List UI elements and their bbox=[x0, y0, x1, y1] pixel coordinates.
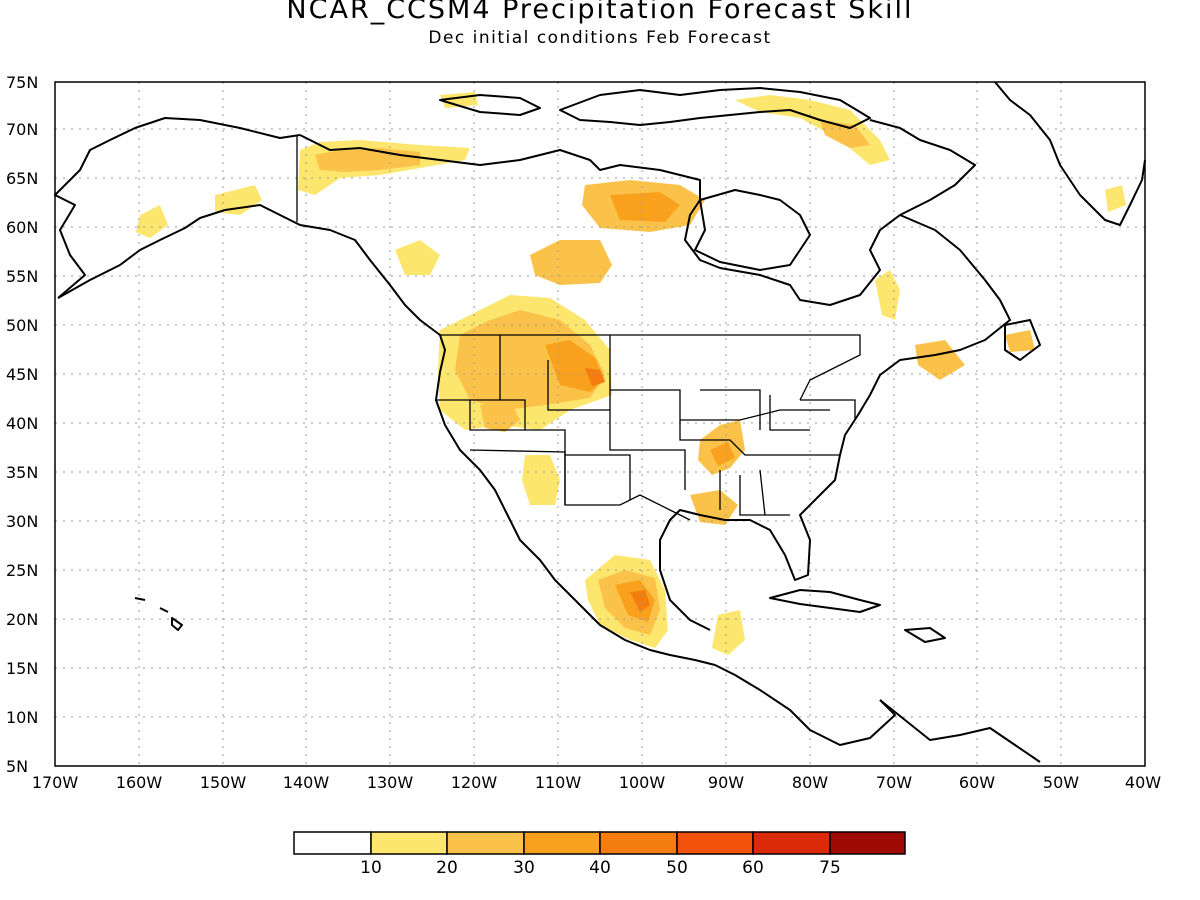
lon-tick: 110W bbox=[535, 773, 582, 792]
lon-tick: 160W bbox=[116, 773, 163, 792]
lat-tick: 35N bbox=[6, 463, 38, 482]
skill-region-montana-core bbox=[585, 368, 605, 386]
colorbar-swatch bbox=[370, 831, 448, 855]
skill-region-arizona bbox=[522, 455, 560, 505]
skill-region-saskatchewan bbox=[530, 240, 612, 285]
lon-tick: 50W bbox=[1043, 773, 1079, 792]
lat-tick: 70N bbox=[6, 120, 38, 139]
lon-tick: 70W bbox=[876, 773, 912, 792]
lat-tick: 50N bbox=[6, 316, 38, 335]
colorbar-swatch bbox=[523, 831, 601, 855]
lat-tick: 65N bbox=[6, 169, 38, 188]
skill-region-greenland bbox=[1105, 185, 1126, 212]
colorbar-label: 75 bbox=[819, 858, 841, 878]
graticule bbox=[55, 82, 1145, 766]
lat-tick: 10N bbox=[6, 708, 38, 727]
lon-tick: 80W bbox=[792, 773, 828, 792]
lat-tick: 15N bbox=[6, 659, 38, 678]
colorbar-label: 60 bbox=[742, 858, 764, 878]
lon-axis: 170W 160W 150W 140W 130W 120W 110W 100W … bbox=[32, 773, 1161, 792]
skill-region-bc bbox=[395, 240, 440, 275]
colorbar-swatch bbox=[599, 831, 678, 855]
colorbar-label: 40 bbox=[589, 858, 611, 878]
lat-tick: 25N bbox=[6, 561, 38, 580]
colorbar-label: 30 bbox=[513, 858, 535, 878]
colorbar-label: 10 bbox=[360, 858, 382, 878]
colorbar: 10 20 30 40 50 60 75 bbox=[293, 831, 906, 878]
lon-tick: 140W bbox=[283, 773, 330, 792]
colorbar-swatch bbox=[293, 831, 372, 855]
lat-tick: 40N bbox=[6, 414, 38, 433]
lat-tick: 75N bbox=[6, 73, 38, 92]
lat-tick: 20N bbox=[6, 610, 38, 629]
map-title: NCAR_CCSM4 Precipitation Forecast Skill bbox=[286, 0, 914, 25]
lat-tick: 5N bbox=[6, 757, 28, 776]
skill-region-nevada bbox=[480, 400, 520, 432]
skill-region-hudson-w-core bbox=[610, 192, 680, 222]
lon-tick: 40W bbox=[1125, 773, 1161, 792]
skill-region-mississippi-core bbox=[710, 442, 735, 466]
map-frame bbox=[54, 81, 1146, 767]
skill-region-yucatan bbox=[712, 610, 745, 655]
lon-tick: 120W bbox=[451, 773, 498, 792]
borders bbox=[296, 135, 861, 521]
skill-region-maritimes bbox=[915, 340, 965, 380]
skill-region-alaska-sw bbox=[215, 185, 262, 215]
skill-region-mexico-peak bbox=[630, 590, 650, 612]
skill-region-newfoundland bbox=[1005, 330, 1035, 352]
colorbar-swatch bbox=[752, 831, 831, 855]
lon-tick: 100W bbox=[619, 773, 666, 792]
skill-region-baffin-core bbox=[820, 120, 870, 148]
lon-tick: 90W bbox=[708, 773, 744, 792]
colorbar-label: 20 bbox=[436, 858, 458, 878]
map-subtitle: Dec initial conditions Feb Forecast bbox=[428, 28, 772, 48]
coastlines bbox=[54, 81, 1146, 763]
colorbar-swatch bbox=[446, 831, 525, 855]
lon-tick: 170W bbox=[32, 773, 79, 792]
lat-axis: 5N 10N 15N 20N 25N 30N 35N 40N 45N 50N 5… bbox=[6, 73, 38, 776]
colorbar-swatch bbox=[676, 831, 754, 855]
colorbar-label: 50 bbox=[666, 858, 688, 878]
lat-tick: 30N bbox=[6, 512, 38, 531]
skill-region-baffin bbox=[735, 95, 890, 165]
skill-region-labrador bbox=[875, 270, 900, 320]
lat-tick: 45N bbox=[6, 365, 38, 384]
lon-tick: 150W bbox=[200, 773, 247, 792]
lon-tick: 130W bbox=[367, 773, 414, 792]
lon-tick: 60W bbox=[959, 773, 995, 792]
skill-region-alaska-w bbox=[136, 205, 168, 238]
colorbar-swatch bbox=[829, 831, 906, 855]
lat-tick: 60N bbox=[6, 218, 38, 237]
lat-tick: 55N bbox=[6, 267, 38, 286]
